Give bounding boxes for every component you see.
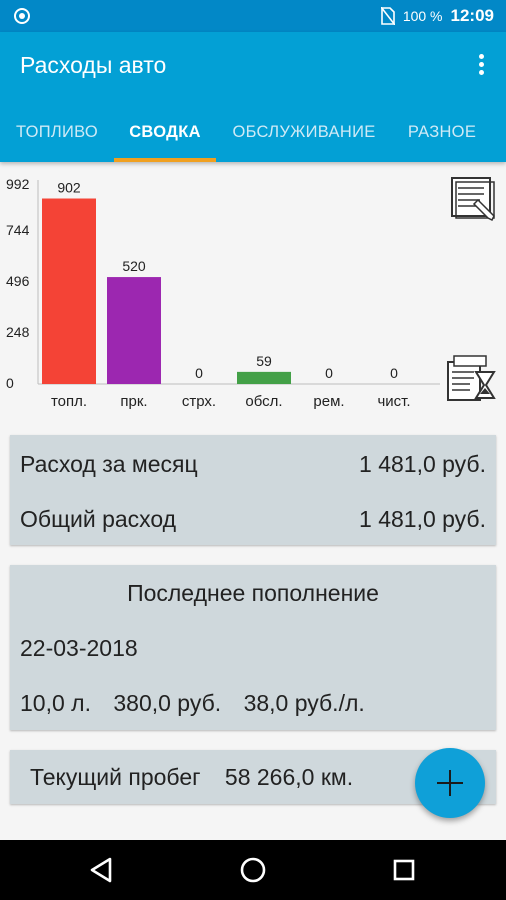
- record-icon: [14, 8, 30, 24]
- clock: 12:09: [450, 6, 494, 25]
- summary-card: Расход за месяц 1 481,0 руб. Общий расхо…: [10, 435, 496, 545]
- bar-value-label: 902: [57, 180, 81, 196]
- document-hourglass-icon[interactable]: [444, 354, 498, 404]
- refuel-volume: 10,0 л.: [20, 690, 91, 716]
- bar: [42, 198, 96, 384]
- bar-value-label: 0: [195, 365, 203, 381]
- y-tick-label: 496: [6, 273, 30, 289]
- x-tick-label: прк.: [120, 393, 147, 410]
- tab-maintenance[interactable]: ОБСЛУЖИВАНИЕ: [232, 123, 376, 141]
- back-icon[interactable]: [72, 840, 132, 900]
- last-refuel-card[interactable]: Последнее пополнение 22-03-2018 10,0 л. …: [10, 565, 496, 730]
- overflow-menu-icon[interactable]: [476, 54, 486, 78]
- bar-value-label: 520: [122, 258, 146, 274]
- mileage-value: 58 266,0 км.: [224, 764, 354, 790]
- last-refuel-date: 22-03-2018: [20, 635, 138, 661]
- x-tick-label: обсл.: [245, 393, 282, 410]
- tab-summary[interactable]: СВОДКА: [129, 123, 201, 141]
- add-entry-button[interactable]: [415, 748, 485, 818]
- y-tick-label: 744: [6, 222, 30, 238]
- refuel-price-per-liter: 38,0 руб./л.: [243, 690, 365, 716]
- x-tick-label: топл.: [51, 393, 87, 410]
- mileage-label: Текущий пробег: [30, 764, 201, 790]
- home-icon[interactable]: [223, 840, 283, 900]
- app-bar: Расходы авто ТОПЛИВО СВОДКА ОБСЛУЖИВАНИЕ…: [0, 32, 506, 162]
- battery-level: 100 %: [402, 8, 443, 24]
- tab-fuel[interactable]: ТОПЛИВО: [15, 123, 99, 141]
- last-refuel-title: Последнее пополнение: [127, 580, 379, 606]
- active-tab-indicator: [114, 158, 216, 162]
- monthly-expense-value: 1 481,0 руб.: [359, 451, 486, 477]
- bar: [237, 371, 291, 384]
- recents-icon[interactable]: [374, 840, 434, 900]
- y-tick-label: 248: [6, 324, 30, 340]
- system-nav-bar: [0, 840, 506, 900]
- total-expense-value: 1 481,0 руб.: [359, 506, 486, 532]
- status-bar: 100 % 12:09: [0, 0, 506, 32]
- report-edit-icon[interactable]: [448, 176, 498, 224]
- mileage-row: Текущий пробег 58 266,0 км.: [30, 764, 486, 791]
- refuel-cost: 380,0 руб.: [113, 690, 222, 716]
- tab-bar: ТОПЛИВО СВОДКА ОБСЛУЖИВАНИЕ РАЗНОЕ: [0, 116, 506, 162]
- app-title: Расходы авто: [20, 52, 167, 78]
- no-sim-icon: [380, 7, 395, 25]
- expense-bar-chart: 0 248 496 744 992 902 топл. 520 прк. 0 стрх. 59 обсл…: [6, 176, 440, 410]
- x-tick-label: рем.: [313, 393, 344, 410]
- bar-value-label: 0: [390, 365, 398, 381]
- bar-value-label: 0: [325, 365, 333, 381]
- tab-misc[interactable]: РАЗНОЕ: [407, 123, 477, 141]
- y-tick-label: 0: [6, 375, 14, 391]
- bar-value-label: 59: [256, 353, 272, 369]
- y-tick-label: 992: [6, 176, 30, 192]
- x-tick-label: чист.: [377, 393, 410, 410]
- x-tick-label: стрх.: [182, 393, 216, 410]
- last-refuel-details: 10,0 л. 380,0 руб. 38,0 руб./л.: [20, 690, 486, 717]
- bar: [107, 277, 161, 384]
- total-expense-label: Общий расход: [20, 506, 177, 532]
- monthly-expense-label: Расход за месяц: [20, 451, 198, 477]
